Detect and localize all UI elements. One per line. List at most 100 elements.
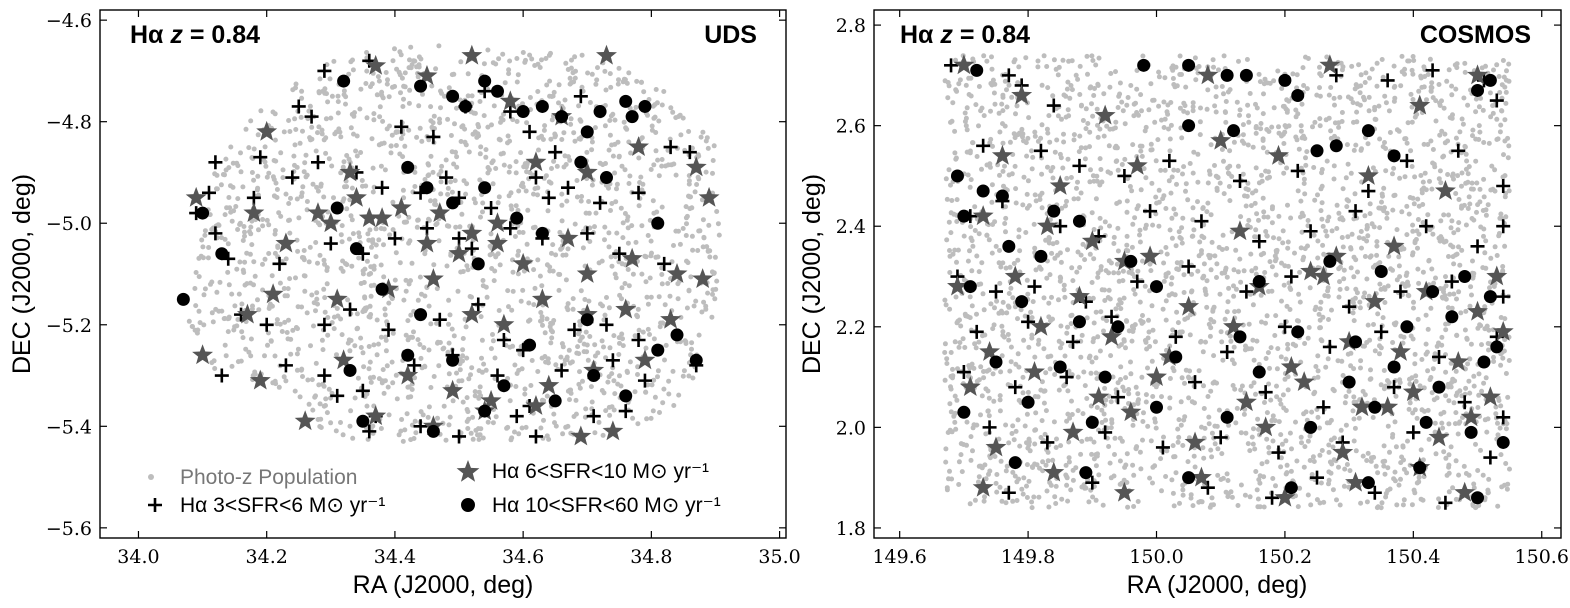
cosmos-photoz-point: [1453, 368, 1459, 374]
cosmos-photoz-point: [1090, 295, 1096, 301]
cosmos-photoz-point: [1408, 148, 1414, 154]
cosmos-photoz-point: [1357, 299, 1363, 305]
cosmos-photoz-point: [1219, 339, 1225, 345]
cosmos-photoz-point: [1412, 174, 1418, 180]
cosmos-photoz-point: [1102, 287, 1107, 293]
cosmos-photoz-point: [1178, 125, 1184, 131]
uds-photoz-point: [272, 111, 278, 117]
cosmos-photoz-point: [1204, 304, 1210, 310]
uds-sfr-3-6-point: [503, 221, 518, 236]
cosmos-photoz-point: [1155, 137, 1161, 143]
uds-photoz-point: [607, 345, 613, 351]
cosmos-photoz-point: [1032, 192, 1038, 198]
cosmos-photoz-point: [1016, 476, 1022, 482]
cosmos-photoz-point: [1432, 429, 1438, 435]
uds-photoz-point: [496, 56, 502, 62]
cosmos-photoz-point: [944, 485, 950, 491]
cosmos-photoz-point: [1025, 178, 1031, 184]
cosmos-photoz-point: [1459, 247, 1465, 253]
cosmos-photoz-point: [1313, 364, 1319, 369]
cosmos-photoz-point: [1358, 229, 1364, 234]
uds-photoz-point: [242, 259, 248, 265]
cosmos-photoz-point: [1493, 411, 1499, 417]
cosmos-photoz-point: [964, 127, 970, 133]
cosmos-photoz-point: [1079, 438, 1085, 444]
cosmos-photoz-point: [1041, 346, 1047, 352]
cosmos-photoz-point: [1018, 307, 1024, 313]
cosmos-photoz-point: [1059, 341, 1065, 347]
uds-photoz-point: [335, 313, 341, 319]
uds-photoz-point: [549, 94, 555, 99]
cosmos-photoz-point: [1248, 383, 1254, 389]
cosmos-photoz-point: [1394, 227, 1400, 233]
uds-photoz-point: [562, 97, 568, 103]
cosmos-photoz-point: [978, 364, 984, 370]
uds-photoz-point: [578, 198, 584, 204]
cosmos-photoz-point: [1426, 436, 1432, 442]
cosmos-photoz-point: [1101, 411, 1107, 417]
uds-photoz-point: [364, 258, 370, 264]
legend-markers: [148, 460, 480, 512]
cosmos-photoz-point: [984, 58, 990, 64]
uds-photoz-point: [709, 314, 715, 320]
uds-photoz-point: [516, 248, 521, 254]
cosmos-sfr-6-10-point: [1325, 245, 1347, 266]
uds-sfr-10-60-point: [651, 343, 665, 357]
cosmos-photoz-point: [1486, 347, 1491, 353]
cosmos-photoz-point: [1317, 425, 1322, 431]
uds-photoz-point: [235, 227, 241, 232]
cosmos-photoz-point: [1056, 297, 1061, 303]
cosmos-photoz-point: [1276, 419, 1282, 425]
uds-photoz-point: [564, 198, 570, 204]
cosmos-photoz-point: [989, 66, 995, 72]
cosmos-photoz-point: [1061, 92, 1067, 98]
uds-photoz-point: [370, 237, 376, 243]
cosmos-sfr-3-6-point: [976, 138, 991, 153]
uds-photoz-point: [643, 254, 649, 260]
cosmos-sfr-3-6-point: [1168, 329, 1183, 344]
cosmos-photoz-point: [1460, 121, 1466, 127]
cosmos-photoz-point: [1041, 295, 1047, 301]
uds-photoz-point: [446, 422, 452, 428]
uds-photoz-point: [680, 226, 686, 231]
cosmos-photoz-point: [1058, 155, 1064, 161]
cosmos-photoz-point: [1149, 358, 1155, 364]
uds-photoz-point: [529, 56, 535, 62]
cosmos-sfr-6-10-point: [1069, 285, 1090, 306]
cosmos-photoz-point: [1337, 94, 1343, 100]
cosmos-photoz-point: [1312, 389, 1318, 395]
uds-photoz-point: [428, 104, 434, 110]
cosmos-photoz-point: [1372, 348, 1378, 354]
uds-photoz-point: [699, 309, 705, 315]
cosmos-photoz-point: [1160, 306, 1166, 312]
uds-photoz-point: [314, 290, 320, 296]
cosmos-photoz-point: [954, 197, 960, 203]
uds-sfr-3-6-point: [278, 358, 293, 373]
uds-photoz-point: [309, 377, 315, 383]
uds-photoz-point: [514, 79, 520, 85]
cosmos-photoz-point: [1233, 420, 1239, 426]
cosmos-photoz-point: [1062, 294, 1068, 300]
cosmos-photoz-point: [998, 369, 1004, 375]
uds-photoz-point: [445, 349, 451, 355]
uds-photoz-point: [671, 243, 676, 248]
cosmos-photoz-point: [1492, 167, 1498, 173]
cosmos-photoz-point: [1220, 475, 1226, 481]
cosmos-photoz-point: [1186, 395, 1192, 401]
cosmos-photoz-point: [1108, 475, 1114, 481]
cosmos-photoz-point: [1453, 191, 1459, 196]
cosmos-photoz-point: [1152, 119, 1158, 125]
cosmos-photoz-point: [952, 128, 958, 134]
cosmos-sfr-3-6-point: [1322, 339, 1337, 354]
cosmos-photoz-point: [1127, 184, 1133, 189]
cosmos-photoz-point: [1483, 63, 1488, 69]
cosmos-photoz-point: [1182, 380, 1187, 386]
uds-photoz-point: [428, 385, 434, 390]
cosmos-photoz-point: [1366, 94, 1372, 100]
cosmos-photoz-point: [1164, 448, 1170, 454]
uds-sfr-6-10-point: [365, 54, 387, 75]
uds-photoz-point: [367, 314, 373, 320]
uds-photoz-point: [537, 273, 543, 279]
cosmos-photoz-point: [1055, 72, 1061, 78]
uds-photoz-point: [390, 380, 396, 386]
